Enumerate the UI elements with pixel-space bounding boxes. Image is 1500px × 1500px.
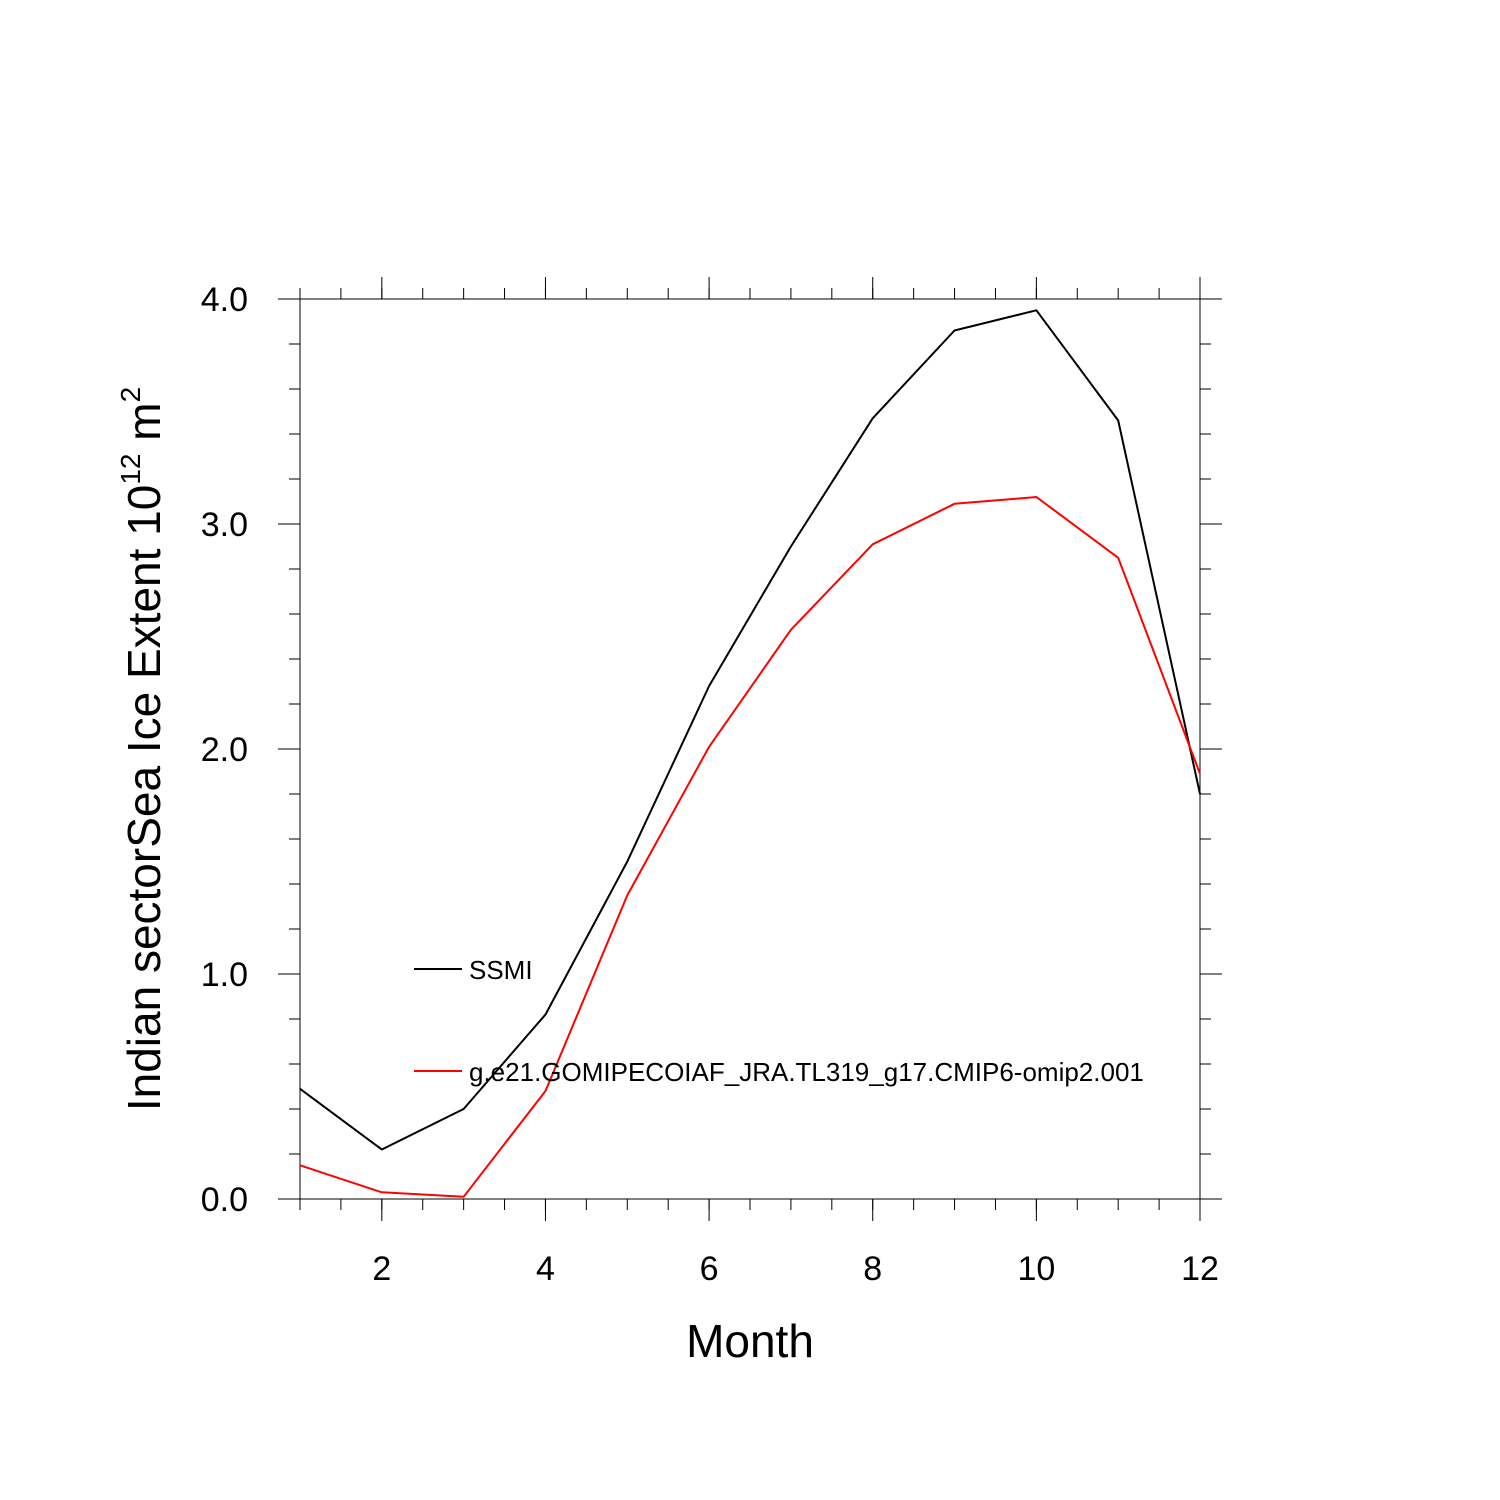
legend: SSMI g.e21.GOMIPECOIAF_JRA.TL319_g17.CMIP… — [414, 955, 1144, 1087]
axis-ticks — [278, 277, 1222, 1221]
y-axis-title-exponent: 12 — [115, 454, 146, 485]
y-tick-label: 3.0 — [201, 506, 248, 544]
x-tick-label: 10 — [1017, 1250, 1055, 1288]
y-tick-label: 4.0 — [201, 281, 248, 319]
y-tick-label: 2.0 — [201, 731, 248, 769]
y-axis-title-unit: m — [118, 402, 170, 453]
legend-label-1: SSMI — [469, 955, 533, 985]
series-lines — [299, 309, 1201, 1198]
x-tick-label: 6 — [700, 1250, 719, 1288]
series-line-2 — [299, 496, 1201, 1198]
series-line-1 — [299, 309, 1201, 1151]
x-tick-label: 2 — [372, 1250, 391, 1288]
legend-label-2: g.e21.GOMIPECOIAF_JRA.TL319_g17.CMIP6-om… — [469, 1057, 1144, 1087]
y-axis-title-main: Indian sectorSea Ice Extent 10 — [118, 485, 170, 1112]
y-axis-title-unit-exponent: 2 — [115, 387, 146, 403]
x-axis-title: Month — [686, 1315, 814, 1367]
x-tick-label: 12 — [1181, 1250, 1219, 1288]
y-axis-title: Indian sectorSea Ice Extent 1012 m2 — [115, 387, 170, 1111]
axis-tick-labels: 2 4 6 8 10 12 0.0 1.0 2.0 3.0 4.0 — [201, 281, 1219, 1288]
y-tick-label: 0.0 — [201, 1181, 248, 1219]
y-tick-label: 1.0 — [201, 956, 248, 994]
x-tick-label: 8 — [863, 1250, 882, 1288]
x-tick-label: 4 — [536, 1250, 555, 1288]
